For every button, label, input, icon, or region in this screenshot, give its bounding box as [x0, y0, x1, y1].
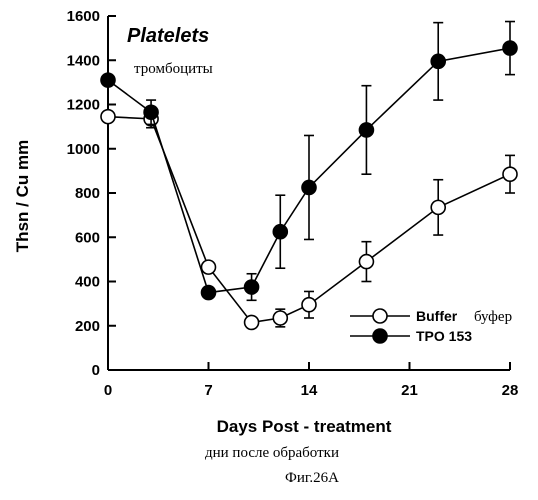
legend-buffer-translation: буфер	[474, 309, 512, 325]
data-point-tpo	[359, 123, 373, 137]
figure-caption: Фиг.26А	[285, 470, 339, 486]
y-tick-label: 200	[75, 318, 100, 335]
data-point-buffer	[245, 315, 259, 329]
data-point-buffer	[431, 200, 445, 214]
data-point-buffer	[202, 260, 216, 274]
chart-subtitle: тромбоциты	[134, 61, 213, 77]
data-point-buffer	[273, 311, 287, 325]
x-tick-label: 14	[301, 382, 318, 399]
y-tick-label: 400	[75, 274, 100, 291]
x-axis-title-translation: дни после обработки	[205, 445, 339, 461]
legend: Buffer буфер TPO 153	[350, 308, 512, 344]
x-axis-title: Days Post - treatment	[217, 417, 392, 436]
data-point-tpo	[503, 41, 517, 55]
x-tick-label: 7	[204, 382, 212, 399]
x-tick-label: 21	[401, 382, 418, 399]
data-point-tpo	[202, 286, 216, 300]
y-tick-label: 1200	[67, 97, 100, 114]
data-point-tpo	[431, 54, 445, 68]
legend-tpo-marker	[373, 329, 387, 343]
y-tick-label: 0	[92, 362, 100, 379]
y-axis-title: Thsn / Cu mm	[13, 140, 32, 252]
x-tick-label: 0	[104, 382, 112, 399]
data-point-buffer	[503, 167, 517, 181]
legend-tpo-label: TPO 153	[416, 328, 472, 344]
data-point-tpo	[273, 225, 287, 239]
y-tick-label: 1400	[67, 52, 100, 69]
y-tick-label: 1000	[67, 141, 100, 158]
legend-buffer-label: Buffer	[416, 308, 458, 324]
y-tick-label: 1600	[67, 8, 100, 25]
data-point-buffer	[359, 255, 373, 269]
x-tick-label: 28	[502, 382, 519, 399]
y-tick-label: 600	[75, 229, 100, 246]
data-point-tpo	[302, 180, 316, 194]
data-point-buffer	[302, 298, 316, 312]
data-point-tpo	[101, 73, 115, 87]
chart-title: Platelets	[127, 25, 209, 47]
data-point-buffer	[101, 110, 115, 124]
legend-buffer-marker	[373, 309, 387, 323]
y-tick-label: 800	[75, 185, 100, 202]
data-point-tpo	[144, 105, 158, 119]
data-point-tpo	[245, 280, 259, 294]
